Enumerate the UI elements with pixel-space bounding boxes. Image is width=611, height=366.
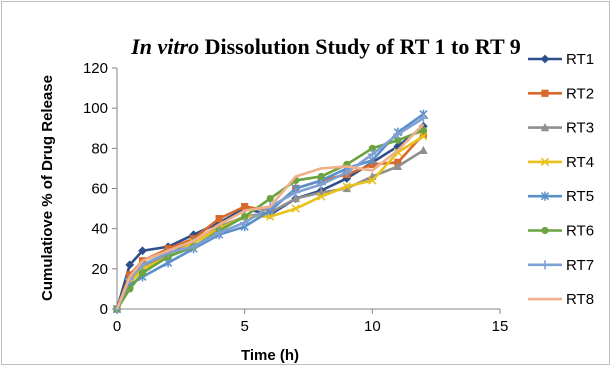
- data-point-rt6: [394, 136, 402, 144]
- y-tick-label: 20: [91, 261, 108, 278]
- data-point-rt6: [126, 285, 134, 293]
- series-line-rt8: [115, 123, 425, 310]
- legend-item-rt4: RT4: [528, 154, 594, 171]
- legend-label-rt1: RT1: [566, 51, 594, 68]
- legend-label-rt4: RT4: [566, 154, 594, 171]
- series-rt8: [115, 123, 425, 310]
- data-point-rt7: [393, 129, 403, 139]
- data-point-rt2: [241, 202, 249, 211]
- y-tick-label: 60: [91, 181, 108, 198]
- legend-label-rt3: RT3: [566, 120, 594, 137]
- chart-title-italic: In vitro: [130, 34, 199, 59]
- data-point-rt3: [291, 193, 300, 203]
- data-point-rt7: [291, 187, 301, 198]
- x-tick-label: 5: [240, 318, 248, 335]
- series-line-rt5: [115, 113, 425, 310]
- data-point-rt4: [368, 176, 377, 185]
- legend-item-rt2: RT2: [528, 85, 594, 102]
- y-tick-label: 120: [83, 60, 108, 77]
- data-point-rt4: [393, 148, 403, 157]
- legend-marker-rt7: [540, 260, 550, 270]
- data-point-rt7: [316, 179, 326, 190]
- data-point-rt3: [419, 145, 428, 154]
- data-point-rt2: [215, 215, 223, 223]
- data-point-rt6: [317, 172, 325, 181]
- data-point-rt4: [266, 212, 275, 221]
- legend-marker-rt6: [541, 226, 549, 235]
- data-point-rt6: [138, 269, 147, 277]
- data-point-rt6: [419, 126, 427, 134]
- legend-item-rt3: RT3: [528, 120, 594, 137]
- series-line-rt7: [115, 117, 425, 310]
- series-line-rt6: [115, 129, 424, 310]
- data-point-rt4: [317, 192, 326, 201]
- data-point-rt7: [342, 167, 352, 178]
- x-tick-label: 15: [492, 318, 509, 335]
- series-rt5: [112, 109, 428, 314]
- legend-label-rt5: RT5: [566, 188, 594, 205]
- series-layer: [112, 109, 428, 314]
- y-axis-title: Cumulatiove % of Drug Release: [39, 75, 56, 301]
- legend-item-rt8: RT8: [528, 291, 594, 308]
- legend-label-rt8: RT8: [566, 291, 594, 308]
- data-point-rt7: [214, 228, 224, 238]
- axes: 0 20 40 60 80 100 120 0 5 10 15: [83, 60, 508, 335]
- data-point-rt4: [419, 132, 428, 141]
- x-tick-label: 0: [113, 318, 121, 335]
- data-point-rt3: [393, 161, 403, 171]
- legend-label-rt6: RT6: [566, 223, 594, 240]
- chart-title: In vitro Dissolution Study of RT 1 to RT…: [130, 34, 520, 59]
- data-point-rt4: [291, 204, 300, 213]
- legend: RT1 RT2 RT3 RT4 RT5 RT6 RT7 RT8: [528, 51, 594, 308]
- data-point-rt6: [266, 194, 274, 203]
- y-tick-label: 80: [91, 140, 108, 157]
- legend-item-rt1: RT1: [528, 51, 594, 68]
- legend-marker-rt5: [540, 191, 550, 201]
- legend-item-rt5: RT5: [528, 188, 594, 205]
- series-rt7: [112, 113, 428, 314]
- y-tick-label: 40: [91, 221, 108, 238]
- series-line-rt4: [115, 135, 425, 310]
- legend-item-rt6: RT6: [528, 223, 594, 240]
- series-rt6: [113, 126, 427, 313]
- data-point-rt3: [342, 183, 351, 193]
- data-point-rt7: [240, 218, 250, 228]
- data-point-rt7: [418, 113, 428, 123]
- data-point-rt2: [419, 130, 427, 138]
- x-tick-label: 10: [364, 318, 381, 335]
- data-point-rt1: [138, 246, 147, 256]
- y-tick-label: 0: [100, 301, 108, 318]
- chart-title-rest: Dissolution Study of RT 1 to RT 9: [199, 34, 521, 59]
- legend-item-rt7: RT7: [528, 257, 594, 274]
- legend-marker-rt2: [541, 89, 549, 97]
- data-point-rt6: [241, 213, 249, 221]
- legend-marker-rt1: [540, 54, 550, 64]
- data-point-rt7: [189, 242, 199, 252]
- x-axis-title: Time (h): [241, 347, 299, 364]
- series-rt4: [112, 132, 428, 314]
- data-point-rt6: [368, 144, 376, 152]
- legend-marker-rt4: [540, 157, 550, 167]
- legend-marker-rt3: [540, 123, 550, 132]
- legend-label-rt2: RT2: [566, 85, 594, 102]
- data-point-rt4: [342, 182, 351, 191]
- data-point-rt7: [367, 149, 377, 159]
- legend-label-rt7: RT7: [566, 257, 594, 274]
- data-point-rt1: [125, 260, 135, 270]
- y-tick-label: 100: [83, 100, 108, 117]
